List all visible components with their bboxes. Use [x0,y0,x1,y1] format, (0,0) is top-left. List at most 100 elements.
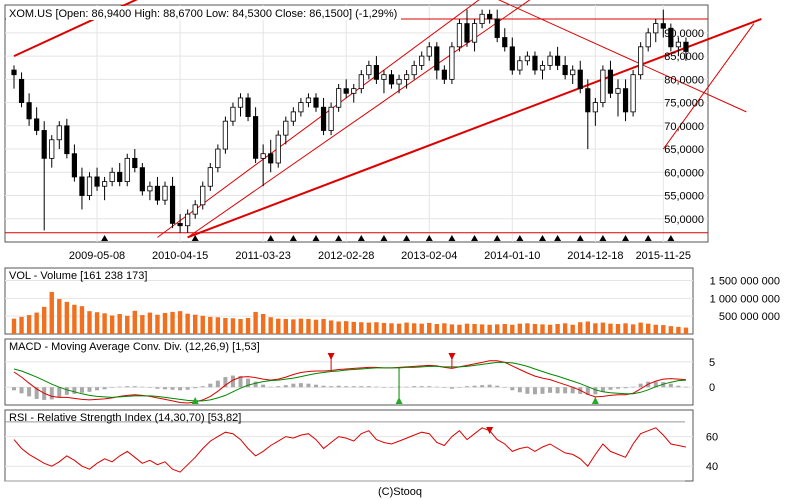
macd-histogram-bar [95,387,100,391]
volume-bar [200,315,205,334]
candle-body [86,176,93,196]
macd-histogram-bar [223,377,228,388]
candle-body [351,88,357,94]
volume-bar [147,312,153,334]
candle-body [456,23,463,48]
macd-histogram-bar [427,386,432,388]
volume-bar [547,324,553,334]
volume-bar [26,315,32,334]
macd-histogram-bar [495,385,500,388]
price-y-tick-label: 80,0000 [664,74,704,86]
candle-body [275,134,281,164]
candle-body [200,185,206,206]
candle-body [668,27,674,48]
macd-histogram-bar [253,381,258,388]
macd-histogram-bar [653,381,658,388]
rsi-lines [13,427,686,473]
candle-body [532,55,538,71]
candle-body [283,120,289,136]
candle-body [577,69,583,90]
macd-sell-signal-arrow [327,353,335,360]
macd-histogram-bar [329,386,334,388]
price-y-tick-label: 55,0000 [664,191,704,203]
rsi-panel: 40 60 RSI - Relative Strength Index (14,3… [4,409,718,482]
macd-histogram-bar [623,387,628,389]
macd-line [13,360,686,404]
macd-histogram-bar [19,387,24,394]
candle-body [434,46,440,71]
macd-histogram-bar [480,385,485,388]
macd-histogram-bar [238,376,243,388]
volume-bar [653,324,658,334]
candle-body [585,88,591,113]
macd-histogram-bar [608,387,613,390]
macd-histogram-bar [87,387,92,392]
volume-bar [132,310,137,334]
volume-bar [140,315,145,334]
macd-y-tick-label: 0 [709,382,715,394]
macd-histogram-bar [344,386,349,388]
macd-histogram-bar [64,387,69,395]
macd-histogram-bar [27,387,32,397]
rsi-signals [486,427,494,434]
date-marker-triangle [357,235,365,241]
volume-bar [585,321,590,334]
candle-body [524,55,531,62]
macd-panel: 05 MACD - Moving Average Conv. Div. (12,… [4,338,715,406]
candle-body [683,41,689,52]
volume-bar [11,318,17,334]
candle-body [185,213,191,227]
candle-body [41,130,47,159]
volume-bar [344,321,349,334]
volume-bar [215,317,221,334]
candle-body [645,32,651,48]
macd-histogram-bar [555,387,560,394]
date-marker-triangle [576,235,584,241]
candle-body [570,69,576,76]
volume-bar [495,324,500,334]
volume-bar [374,322,379,334]
macd-histogram-bar [79,387,84,393]
candle-body [373,65,380,80]
macd-histogram-bar [163,387,167,390]
macd-histogram-bar [570,387,575,394]
macd-histogram-bar [321,385,326,388]
volume-bar [419,323,424,334]
price-plot-frame [4,4,709,243]
macd-histogram-bar [230,375,235,388]
volume-bar [404,322,409,334]
candle-body [162,185,168,201]
candle-body [139,167,145,192]
volume-bar [223,317,228,334]
macd-histogram-bar [185,387,190,390]
volume-bar [479,324,485,334]
volume-bar [661,325,666,334]
date-marker-triangle [644,235,652,241]
candle-body [147,185,153,192]
candle-body [71,153,77,178]
macd-histogram-bar [381,387,386,388]
macd-lines [13,360,686,404]
candle-body [117,171,123,182]
volume-bar [570,324,575,334]
volume-bar [260,314,266,334]
candle-body [49,139,55,159]
candle-body [252,116,259,159]
date-marker-triangle [191,235,199,241]
volume-bar [49,291,54,334]
macd-histogram-bar [215,380,220,388]
candle-body [18,78,25,103]
candle-body [675,41,682,48]
volume-bar [359,322,364,334]
candle-body [607,69,614,94]
volume-bar [230,318,236,334]
macd-histogram-bar [132,386,137,388]
date-marker-triangle [403,235,411,241]
volume-bar [683,327,689,334]
volume-bar [253,311,258,334]
macd-histogram-bar [502,387,507,388]
volume-bar [276,318,281,334]
volume-bar [306,319,311,334]
price-panel: 50,0000 55,0000 60,0000 65,0000 70,0000 75,00… [4,0,762,262]
macd-histogram-bar [638,383,643,388]
